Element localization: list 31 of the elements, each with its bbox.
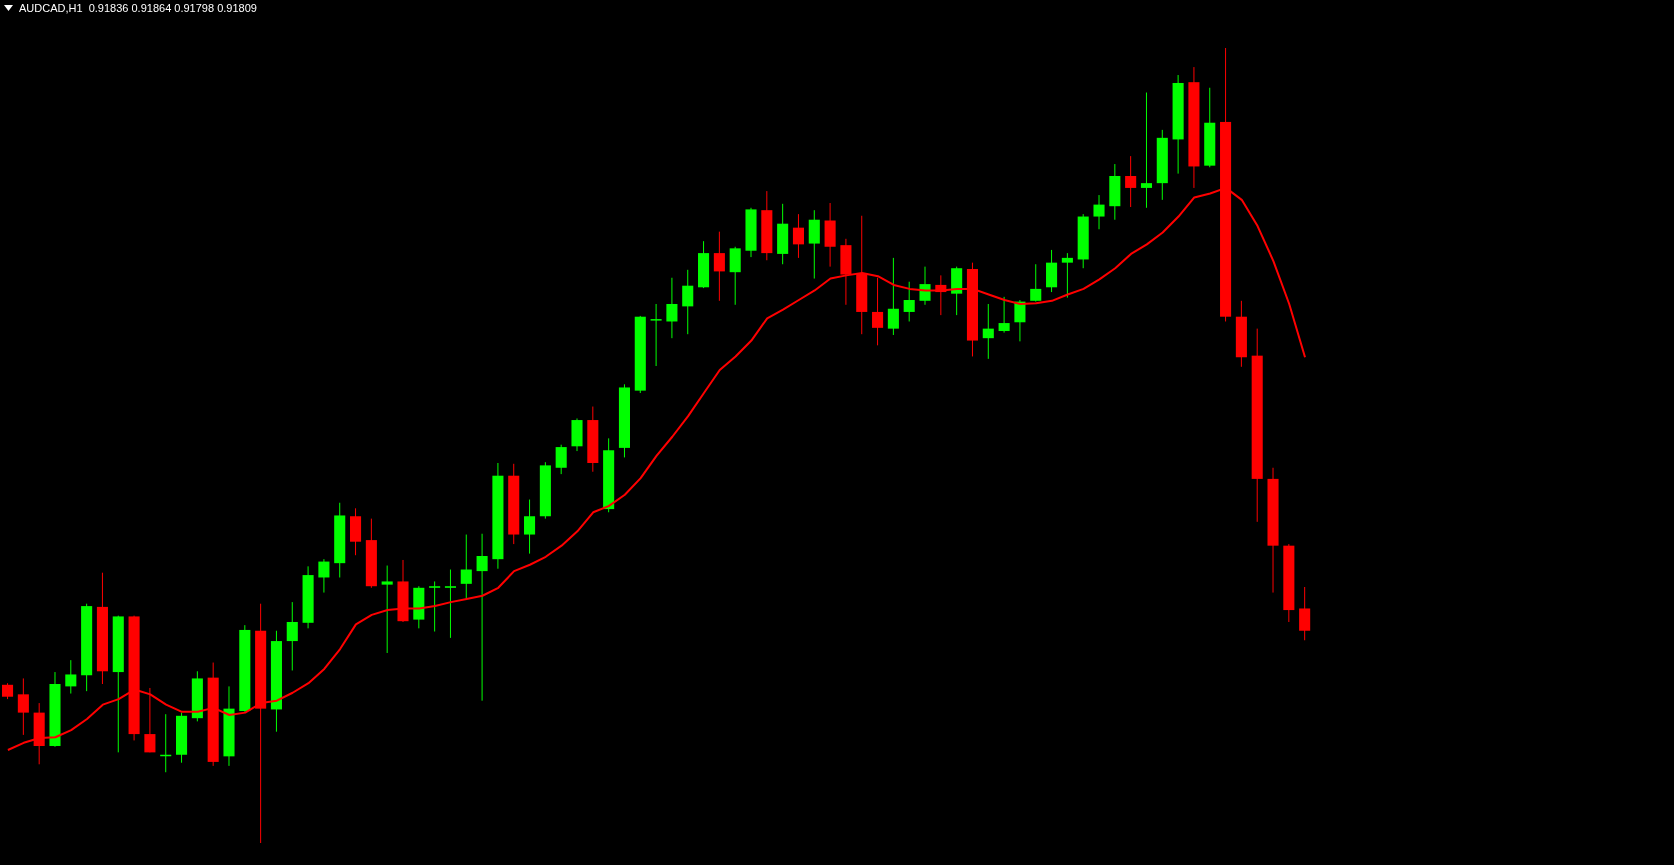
candlestick xyxy=(17,677,29,736)
candlestick xyxy=(713,231,725,302)
candlestick xyxy=(982,303,994,360)
candlestick xyxy=(650,303,662,367)
candlestick xyxy=(318,558,330,594)
candlestick xyxy=(286,601,298,671)
candlestick xyxy=(555,444,567,475)
candlestick xyxy=(1140,92,1153,209)
candlestick xyxy=(666,277,678,339)
candlestick xyxy=(729,246,741,306)
candlestick xyxy=(1093,194,1105,230)
candlestick xyxy=(1125,155,1137,208)
candlestick xyxy=(476,533,488,702)
candlestick xyxy=(919,266,931,306)
candlestick xyxy=(65,659,77,695)
candlestick xyxy=(381,565,393,654)
candlestick xyxy=(808,209,820,280)
candlestick xyxy=(460,534,472,600)
candlestick xyxy=(903,281,915,322)
candlestick xyxy=(1030,263,1042,303)
candlestick xyxy=(444,569,456,639)
candlestick xyxy=(872,277,884,346)
candlestick xyxy=(1299,586,1311,641)
chart-title: AUDCAD,H1 0.91836 0.91864 0.91798 0.91809 xyxy=(19,2,257,14)
candlestick xyxy=(524,499,536,555)
candlestick xyxy=(1061,252,1073,299)
candlestick xyxy=(887,257,899,336)
candlestick xyxy=(792,213,804,259)
candlestick xyxy=(429,580,441,633)
candlestick xyxy=(682,269,694,335)
candlestick xyxy=(998,296,1010,334)
